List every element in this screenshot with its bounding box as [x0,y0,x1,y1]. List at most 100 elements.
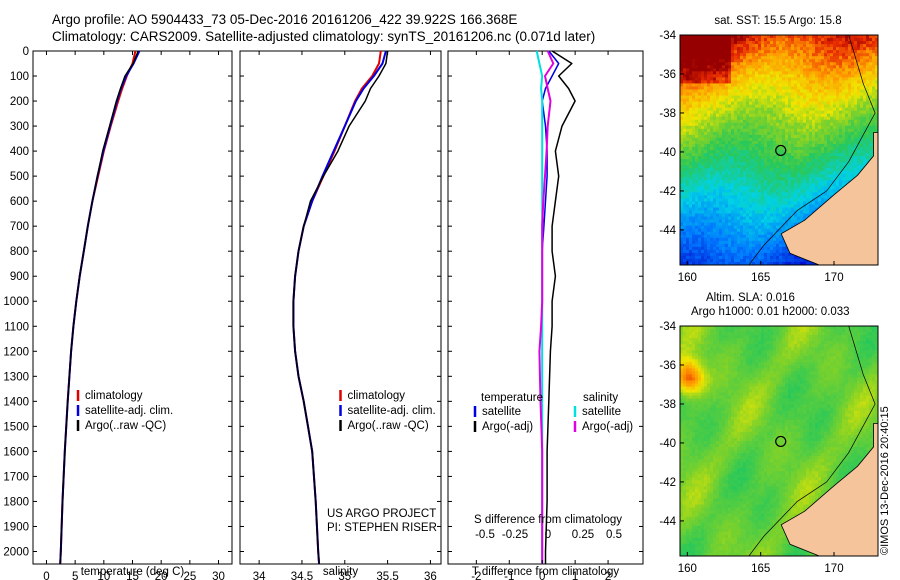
sst-map-cell [839,62,843,66]
sst-map-cell [788,131,792,136]
sst-map-cell [785,213,789,218]
sst-map-cell [731,258,735,263]
sst-map-cell [818,125,822,130]
sst-map-cell [698,168,702,172]
sst-map-cell [788,219,792,224]
sst-map-cell [839,86,843,91]
sst-map-cell [833,159,837,163]
sst-map-cell [743,131,747,136]
sst-map-cell [797,104,801,109]
sst-map-cell [725,86,729,91]
sst-map-cell [749,222,753,227]
sst-map-cell [770,128,774,133]
sst-map-cell [782,192,786,196]
sst-map-cell [872,56,876,60]
sst-map-cell [830,110,834,115]
sst-map-cell [767,68,771,72]
sst-map-cell [833,153,837,157]
sst-map-cell [752,252,756,257]
sst-map-cell [797,195,801,200]
sst-map-cell [782,47,786,51]
sst-map-cell [857,53,861,57]
sst-map-cell [764,146,768,151]
sst-map-cell [782,198,786,203]
sst-map-cell [746,207,750,212]
sst-map-cell [701,68,705,72]
sst-map-cell [746,95,750,100]
sst-map-cell [743,240,747,245]
sst-map-cell [830,171,834,175]
sst-map-cell [695,95,699,100]
sst-map-cell [854,113,858,118]
sst-map-cell [749,246,753,251]
sst-map-cell [752,62,756,66]
sst-map-cell [704,195,708,200]
sst-map-cell [785,65,789,69]
sst-map-cell [818,153,822,157]
sst-map-cell [725,258,729,263]
sst-map-cell [866,38,870,42]
sst-map-cell [782,116,786,121]
sst-map-cell [797,80,801,85]
sst-map-cell [815,95,819,100]
sst-map-cell [689,246,693,251]
sst-map-cell [842,62,846,66]
sst-map-cell [866,140,870,145]
sst-map-cell [704,89,708,94]
sst-map-cell [743,168,747,172]
sst-map-cell [704,222,708,227]
sst-map-cell [755,146,759,151]
sst-map-cell [761,153,765,157]
sst-map-cell [854,119,858,124]
sst-map-cell [752,150,756,154]
sst-map-cell [779,101,783,106]
sst-map-cell [710,252,714,257]
sst-map-cell [833,98,837,103]
sst-map-cell [866,156,870,160]
sst-map-cell [719,41,723,45]
sst-map-cell [800,95,804,100]
sst-map-cell [680,192,684,196]
sst-map-cell [779,174,783,178]
sst-map-cell [761,180,765,184]
sst-map-cell [743,228,747,233]
sst-map-cell [683,119,687,124]
sst-map-cell [740,122,744,127]
sst-map-cell [704,228,708,233]
sst-map-cell [719,89,723,94]
sst-map-cell [830,125,834,130]
sst-map-cell [737,62,741,66]
sst-map-cell [755,53,759,57]
sst-map-cell [695,261,699,265]
sst-map-cell [746,234,750,239]
sst-map-cell [797,216,801,221]
sst-map-cell [830,119,834,124]
sst-map-cell [824,198,828,203]
sst-map-cell [716,131,720,136]
sst-map-cell [833,125,837,130]
sst-map-cell [719,53,723,57]
sst-map-cell [782,219,786,224]
sst-map-cell [785,207,789,212]
sst-map-cell [698,140,702,145]
sst-map-cell [776,47,780,51]
sst-map-cell [683,228,687,233]
sst-map-cell [842,128,846,133]
sst-map-cell [746,213,750,218]
sst-map-cell [761,47,765,51]
sst-map-cell [752,92,756,97]
sst-map-cell [728,207,732,212]
sst-map-cell [692,59,696,63]
sst-map-cell [854,62,858,66]
sst-map-cell [875,71,878,75]
sst-map-cell [734,249,738,254]
sst-map-cell [860,53,864,57]
sst-map-cell [797,150,801,154]
sst-map-cell [725,92,729,97]
sst-map-cell [776,216,780,221]
sst-map-cell [809,261,813,265]
sst-map-cell [797,165,801,169]
sst-map-cell [806,125,810,130]
sst-map-cell [746,156,750,160]
sst-map-cell [854,41,858,45]
